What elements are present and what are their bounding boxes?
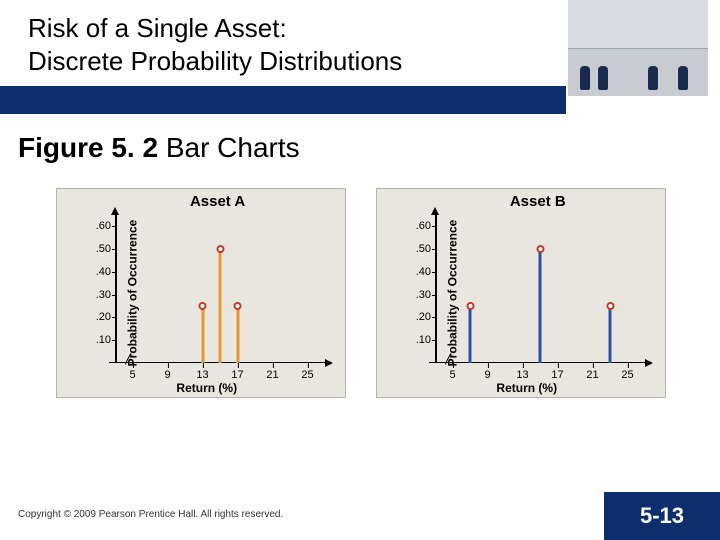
ytick-label: .60 [401, 220, 431, 232]
xtick-label: 13 [196, 369, 208, 381]
bar [539, 249, 542, 363]
ytick-label: .20 [81, 311, 111, 323]
marker-icon [606, 302, 614, 310]
ytick-label: .50 [81, 243, 111, 255]
marker-icon [199, 302, 207, 310]
ytick-label: .50 [401, 243, 431, 255]
chart-b-xlabel: Return (%) [496, 381, 557, 395]
xtick-label: 21 [586, 369, 598, 381]
xtick-label: 5 [449, 369, 455, 381]
marker-icon [466, 302, 474, 310]
xtick-label: 9 [164, 369, 170, 381]
figure-caption: Figure 5. 2 Bar Charts [18, 132, 300, 164]
xtick-label: 17 [551, 369, 563, 381]
marker-icon [216, 245, 224, 253]
chart-asset-b: Asset B Probability of Occurrence Return… [376, 188, 666, 398]
ytick-label: .30 [401, 289, 431, 301]
ytick-label: .60 [81, 220, 111, 232]
marker-icon [234, 302, 242, 310]
ytick-label: .40 [81, 266, 111, 278]
slide-header: Risk of a Single Asset: Discrete Probabi… [0, 0, 720, 114]
xtick-label: 9 [484, 369, 490, 381]
page-number: 5-13 [604, 492, 720, 540]
title-line-2: Discrete Probability Distributions [28, 46, 402, 76]
xtick-label: 17 [231, 369, 243, 381]
ytick-label: .10 [401, 334, 431, 346]
xtick-label: 5 [129, 369, 135, 381]
xtick-label: 21 [266, 369, 278, 381]
chart-a-title: Asset A [190, 193, 245, 210]
header-photo [568, 0, 708, 96]
chart-b-title: Asset B [510, 193, 566, 210]
slide-title: Risk of a Single Asset: Discrete Probabi… [28, 12, 402, 77]
chart-a-xlabel: Return (%) [176, 381, 237, 395]
charts-container: Asset A Probability of Occurrence Return… [56, 188, 666, 418]
figure-number: Figure 5. 2 [18, 132, 158, 163]
chart-a-plot: 〳 .10.20.30.40.50.605913172125 [115, 215, 325, 363]
bar [236, 306, 239, 363]
ytick-label: .30 [81, 289, 111, 301]
copyright: Copyright © 2009 Pearson Prentice Hall. … [18, 509, 283, 520]
marker-icon [536, 245, 544, 253]
bar [219, 249, 222, 363]
ytick-label: .20 [401, 311, 431, 323]
xtick-label: 13 [516, 369, 528, 381]
ytick-label: .40 [401, 266, 431, 278]
ytick-label: .10 [81, 334, 111, 346]
bar [201, 306, 204, 363]
chart-b-plot: 〳 .10.20.30.40.50.605913172125 [435, 215, 645, 363]
chart-asset-a: Asset A Probability of Occurrence Return… [56, 188, 346, 398]
header-rule [0, 86, 566, 114]
figure-title: Bar Charts [158, 132, 300, 163]
bar [609, 306, 612, 363]
xtick-label: 25 [301, 369, 313, 381]
title-line-1: Risk of a Single Asset: [28, 13, 287, 43]
bar [469, 306, 472, 363]
xtick-label: 25 [621, 369, 633, 381]
